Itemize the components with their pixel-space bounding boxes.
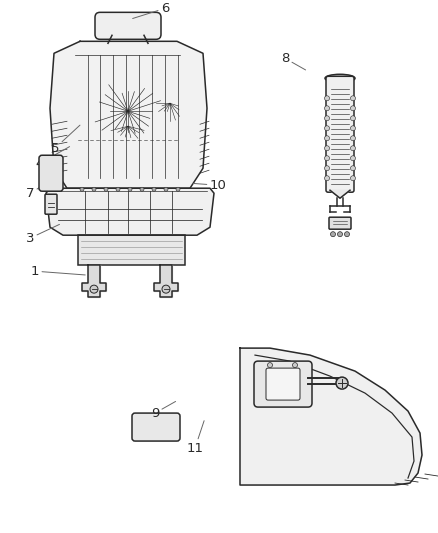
Ellipse shape bbox=[325, 74, 355, 82]
Text: 11: 11 bbox=[187, 421, 204, 455]
Circle shape bbox=[268, 362, 272, 368]
Circle shape bbox=[176, 187, 180, 191]
Circle shape bbox=[164, 187, 168, 191]
Text: 6: 6 bbox=[133, 2, 169, 19]
Circle shape bbox=[325, 146, 329, 151]
Circle shape bbox=[140, 187, 144, 191]
Text: 8: 8 bbox=[281, 52, 306, 70]
Circle shape bbox=[350, 146, 356, 151]
Circle shape bbox=[336, 377, 348, 389]
Polygon shape bbox=[330, 190, 350, 198]
Text: 5: 5 bbox=[51, 125, 80, 155]
FancyBboxPatch shape bbox=[326, 76, 354, 192]
Circle shape bbox=[338, 232, 343, 237]
Circle shape bbox=[325, 166, 329, 171]
Circle shape bbox=[350, 176, 356, 181]
Circle shape bbox=[152, 187, 156, 191]
Circle shape bbox=[92, 187, 96, 191]
Circle shape bbox=[162, 285, 170, 293]
Text: 3: 3 bbox=[26, 224, 60, 245]
Polygon shape bbox=[240, 348, 422, 485]
Polygon shape bbox=[82, 265, 106, 297]
Circle shape bbox=[350, 136, 356, 141]
Circle shape bbox=[325, 136, 329, 141]
Circle shape bbox=[345, 232, 350, 237]
Circle shape bbox=[350, 96, 356, 101]
FancyBboxPatch shape bbox=[254, 361, 312, 407]
Circle shape bbox=[90, 285, 98, 293]
Polygon shape bbox=[46, 188, 214, 235]
Circle shape bbox=[350, 156, 356, 161]
FancyBboxPatch shape bbox=[132, 413, 180, 441]
Circle shape bbox=[325, 96, 329, 101]
Text: 4: 4 bbox=[36, 147, 70, 169]
Circle shape bbox=[331, 232, 336, 237]
FancyBboxPatch shape bbox=[95, 12, 161, 39]
Text: 1: 1 bbox=[31, 265, 85, 278]
FancyBboxPatch shape bbox=[45, 194, 57, 214]
Circle shape bbox=[350, 126, 356, 131]
Circle shape bbox=[325, 176, 329, 181]
Bar bbox=[78, 235, 185, 265]
Polygon shape bbox=[154, 265, 178, 297]
Circle shape bbox=[350, 166, 356, 171]
Text: 9: 9 bbox=[151, 401, 176, 419]
Circle shape bbox=[350, 106, 356, 111]
Circle shape bbox=[325, 126, 329, 131]
FancyBboxPatch shape bbox=[329, 217, 351, 229]
Circle shape bbox=[80, 187, 84, 191]
FancyBboxPatch shape bbox=[39, 155, 63, 191]
Circle shape bbox=[325, 156, 329, 161]
Polygon shape bbox=[50, 42, 207, 188]
FancyBboxPatch shape bbox=[266, 368, 300, 400]
Circle shape bbox=[104, 187, 108, 191]
Circle shape bbox=[350, 116, 356, 121]
Text: 7: 7 bbox=[26, 180, 53, 200]
Circle shape bbox=[128, 187, 132, 191]
Circle shape bbox=[325, 116, 329, 121]
Circle shape bbox=[116, 187, 120, 191]
Text: 10: 10 bbox=[193, 179, 226, 192]
Circle shape bbox=[293, 362, 297, 368]
Circle shape bbox=[325, 106, 329, 111]
